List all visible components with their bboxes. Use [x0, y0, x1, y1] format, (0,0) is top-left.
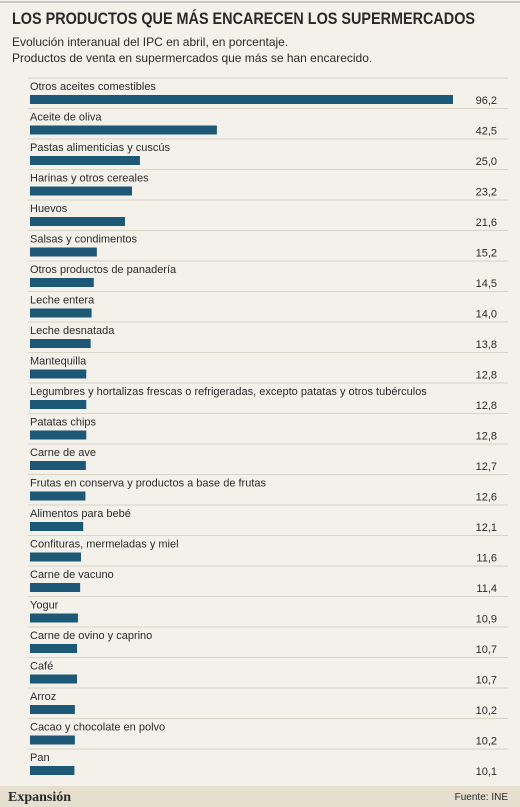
category-label: Harinas y otros cereales: [30, 173, 149, 185]
value-label: 12,1: [476, 522, 497, 534]
value-label: 11,4: [476, 583, 497, 595]
value-label: 12,8: [476, 431, 497, 443]
category-label: Huevos: [30, 203, 68, 215]
bar: [30, 613, 78, 623]
category-label: Confituras, mermeladas y miel: [30, 539, 179, 551]
value-label: 13,8: [476, 339, 497, 351]
value-label: 25,0: [476, 156, 497, 168]
bar: [30, 644, 78, 653]
category-label: Otros aceites comestibles: [30, 81, 156, 93]
bar: [30, 735, 75, 745]
category-label: Carne de ovino y caprino: [30, 630, 152, 642]
category-label: Pan: [30, 752, 50, 764]
category-label: Carne de ave: [30, 447, 96, 459]
category-label: Yogur: [30, 600, 59, 612]
bar: [30, 522, 84, 531]
value-label: 21,6: [476, 217, 497, 229]
value-label: 23,2: [476, 187, 497, 199]
category-label: Patatas chips: [30, 417, 97, 429]
value-label: 10,2: [476, 736, 497, 748]
category-label: Café: [30, 661, 53, 673]
value-label: 15,2: [476, 248, 497, 260]
bar: [30, 308, 92, 318]
bar: [30, 766, 75, 775]
category-label: Leche desnatada: [30, 325, 115, 337]
footer-band: [0, 786, 520, 807]
value-label: 12,8: [476, 400, 497, 412]
value-label: 14,5: [476, 278, 497, 290]
category-label: Arroz: [30, 691, 56, 703]
value-label: 10,9: [476, 614, 497, 626]
category-label: Pastas alimenticias y cuscús: [30, 142, 170, 154]
category-label: Aceite de oliva: [30, 112, 102, 124]
category-label: Carne de vacuno: [30, 569, 114, 581]
subtitle: Evolución interanual del IPC en abril, e…: [12, 35, 288, 49]
value-label: 96,2: [476, 95, 497, 107]
value-label: 42,5: [476, 126, 497, 138]
bar: [30, 369, 87, 379]
source: Fuente: INE: [455, 792, 509, 803]
value-label: 12,6: [476, 492, 497, 504]
brand: Expansión: [8, 790, 71, 805]
category-label: Frutas en conserva y productos a base de…: [30, 478, 267, 490]
value-label: 10,1: [476, 766, 497, 778]
value-label: 12,7: [476, 461, 497, 473]
value-label: 10,2: [476, 705, 497, 717]
category-label: Leche entera: [30, 295, 95, 307]
category-label: Salsas y condimentos: [30, 234, 137, 246]
bar: [30, 461, 86, 470]
category-label: Legumbres y hortalizas frescas o refrige…: [30, 386, 427, 398]
bar: [30, 125, 217, 135]
bar: [30, 339, 91, 348]
bar: [30, 186, 133, 196]
bar: [30, 247, 97, 257]
bar: [30, 278, 94, 287]
value-label: 10,7: [476, 675, 497, 687]
bar: [30, 552, 82, 562]
bar: [30, 491, 86, 501]
bar: [30, 217, 125, 226]
bar: [30, 95, 453, 104]
category-label: Alimentos para bebé: [30, 508, 131, 520]
chart-title: LOS PRODUCTOS QUE MÁS ENCARECEN LOS SUPE…: [12, 9, 475, 28]
subtitle: Productos de venta en supermercados que …: [12, 51, 372, 65]
bar: [30, 705, 75, 714]
bar: [30, 583, 81, 592]
value-label: 12,8: [476, 370, 497, 382]
bar: [30, 674, 78, 684]
bar: [30, 156, 140, 165]
category-label: Otros productos de panadería: [30, 264, 177, 276]
bar: [30, 430, 87, 440]
bar: [30, 400, 87, 409]
category-label: Mantequilla: [30, 356, 87, 368]
value-label: 11,6: [476, 553, 497, 565]
value-label: 14,0: [476, 309, 497, 321]
category-label: Cacao y chocolate en polvo: [30, 722, 165, 734]
value-label: 10,7: [476, 644, 497, 656]
